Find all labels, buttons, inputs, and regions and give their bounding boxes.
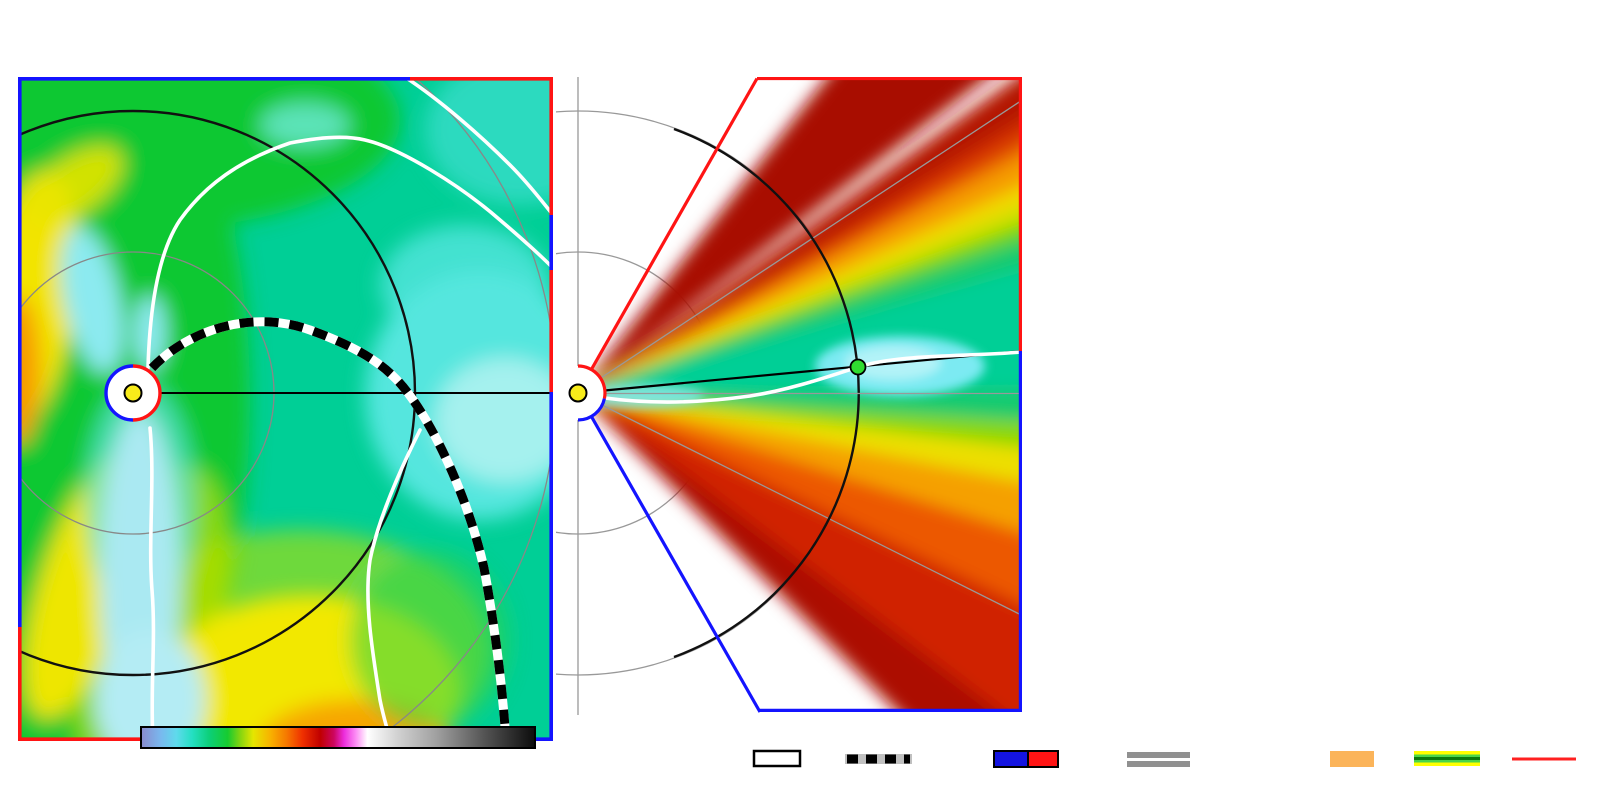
- legend-imfline-underlay: [845, 754, 912, 764]
- a-sun: [104, 364, 162, 422]
- a-hcs-lines: [146, 77, 553, 741]
- legend-hcs-bar-2: [1127, 761, 1190, 767]
- a-sun-core: [123, 383, 143, 403]
- legend-polarity-negative: [993, 750, 1029, 768]
- legend-polarity-positive: [1027, 750, 1059, 768]
- ecliptic-panel: [18, 77, 553, 741]
- b-latitude-lines: [578, 77, 1022, 712]
- legend-cme-swatch: [752, 749, 802, 768]
- colorbar: [140, 726, 536, 749]
- b-earth-marker: [849, 358, 867, 376]
- b-sun-earth-line: [577, 349, 1022, 395]
- colorbar-gradient: [140, 726, 536, 749]
- b-wedge-border: [576, 77, 1022, 713]
- b-sun-core: [568, 383, 588, 403]
- legend-hcs-bar-1: [1127, 752, 1190, 758]
- b-hcs-line: [604, 350, 1022, 404]
- legend-map: [752, 749, 1190, 768]
- b-sun: [556, 364, 607, 422]
- legend-ts-cme-swatch: [1330, 751, 1374, 767]
- legend-timeseries: [1330, 751, 1576, 767]
- a-imf-line-dashed: [148, 317, 511, 741]
